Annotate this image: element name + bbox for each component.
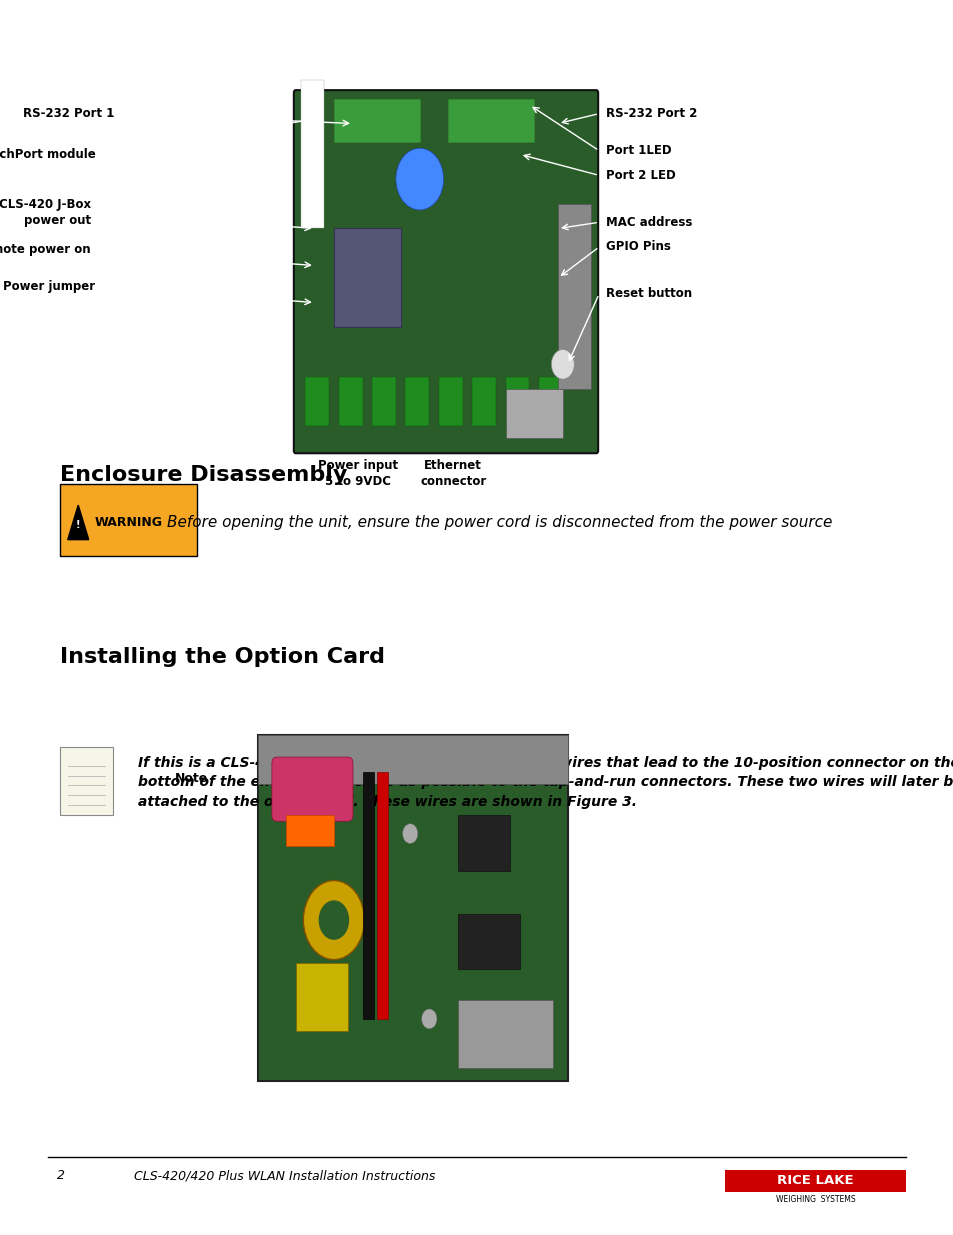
Bar	[457, 1000, 553, 1068]
Text: Power input
5 to 9VDC: Power input 5 to 9VDC	[317, 459, 397, 488]
Text: Installing the Option Card: Installing the Option Card	[60, 647, 385, 667]
Bar	[300, 80, 324, 228]
Text: CLS-420/420 Plus WLAN Installation Instructions: CLS-420/420 Plus WLAN Installation Instr…	[133, 1170, 435, 1182]
Text: RICE LAKE: RICE LAKE	[777, 1174, 853, 1187]
Bar	[362, 772, 374, 1019]
Text: Port 1LED: Port 1LED	[605, 144, 671, 157]
Text: 2: 2	[57, 1170, 65, 1182]
Circle shape	[318, 900, 349, 940]
FancyBboxPatch shape	[272, 757, 353, 821]
Bar	[305, 377, 329, 426]
Bar	[438, 377, 462, 426]
Bar	[257, 735, 567, 784]
FancyBboxPatch shape	[257, 735, 567, 1081]
Bar	[448, 99, 534, 142]
Circle shape	[303, 881, 364, 960]
Text: Note: Note	[174, 772, 208, 784]
Circle shape	[551, 350, 574, 379]
Circle shape	[402, 824, 417, 844]
Bar	[457, 914, 519, 969]
Text: MAC address: MAC address	[605, 216, 692, 228]
Bar	[372, 377, 395, 426]
Text: WARNING: WARNING	[94, 516, 162, 530]
Bar	[472, 377, 496, 426]
Text: WEIGHING  SYSTEMS: WEIGHING SYSTEMS	[775, 1194, 855, 1204]
Text: RS-232 Port 2: RS-232 Port 2	[605, 107, 697, 120]
Bar	[376, 772, 388, 1019]
Bar	[286, 815, 334, 846]
Bar	[334, 99, 419, 142]
Bar	[295, 963, 348, 1031]
Bar	[538, 377, 562, 426]
Circle shape	[395, 148, 443, 210]
Text: RS-232 Port 1: RS-232 Port 1	[23, 107, 114, 120]
Text: Ethernet
connector: Ethernet connector	[419, 459, 486, 488]
Polygon shape	[68, 505, 89, 540]
FancyBboxPatch shape	[294, 90, 598, 453]
Text: MatchPort module: MatchPort module	[0, 148, 95, 161]
FancyBboxPatch shape	[60, 747, 112, 815]
Text: Reset button: Reset button	[605, 288, 691, 300]
FancyBboxPatch shape	[60, 484, 196, 556]
Circle shape	[288, 799, 303, 819]
Bar	[334, 228, 400, 327]
Text: Power jumper: Power jumper	[3, 280, 95, 293]
Text: Before opening the unit, ensure the power cord is disconnected from the power so: Before opening the unit, ensure the powe…	[167, 515, 831, 530]
Bar	[505, 377, 529, 426]
Text: GPIO Pins: GPIO Pins	[605, 241, 670, 253]
Bar	[405, 377, 429, 426]
Text: !: !	[76, 520, 80, 530]
Text: Remote power on: Remote power on	[0, 243, 91, 256]
Circle shape	[421, 1009, 436, 1029]
Bar	[338, 377, 362, 426]
Text: CLS-420 J-Box
power out: CLS-420 J-Box power out	[0, 198, 91, 227]
Bar	[558, 204, 591, 389]
Bar	[505, 389, 562, 438]
Text: Port 2 LED: Port 2 LED	[605, 169, 675, 182]
Text: Enclosure Disassembly: Enclosure Disassembly	[60, 466, 347, 485]
Bar	[457, 815, 510, 871]
Bar	[724, 1170, 905, 1192]
Text: If this is a CLS-420 installation, cut the red and black wires that lead to the : If this is a CLS-420 installation, cut t…	[138, 756, 953, 809]
